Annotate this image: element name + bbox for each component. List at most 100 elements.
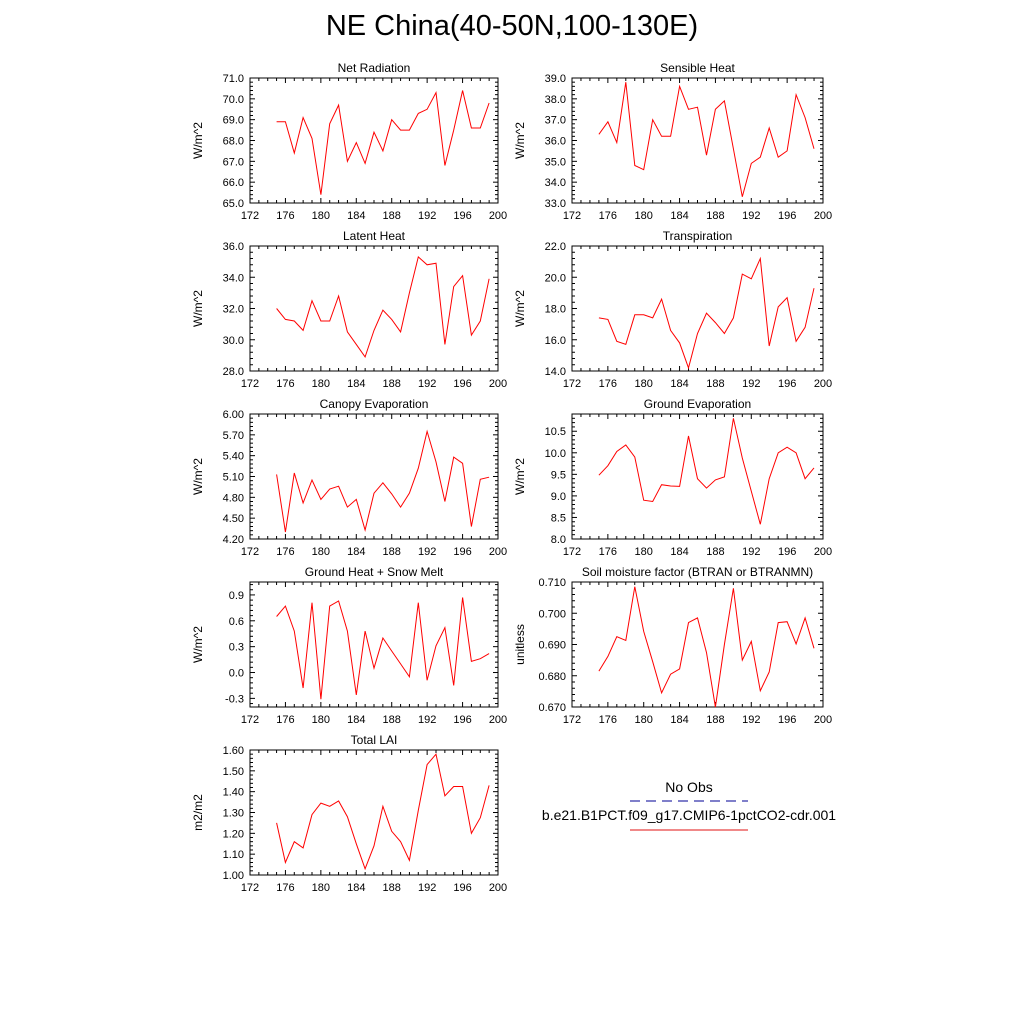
- y-tick-label: 0.0: [229, 668, 244, 680]
- x-tick-label: 192: [742, 378, 760, 390]
- y-tick-label: 1.00: [223, 870, 244, 882]
- series-line: [276, 429, 490, 533]
- x-tick-label: 196: [778, 378, 796, 390]
- y-tick-label: 6.00: [223, 409, 244, 421]
- x-tick-label: 172: [241, 882, 259, 894]
- y-tick-label: 34.0: [545, 177, 566, 189]
- y-tick-label: 1.60: [223, 745, 244, 757]
- y-tick-label: 0.9: [229, 590, 244, 602]
- series-line: [598, 586, 815, 708]
- x-tick-label: 184: [347, 714, 365, 726]
- y-axis-label: W/m^2: [191, 626, 205, 663]
- panel-0: Net Radiation W/m^2 172 176 180 184 188 192 196 2…: [191, 61, 507, 222]
- y-axis-label: W/m^2: [191, 458, 205, 495]
- x-tick-label: 172: [241, 714, 259, 726]
- y-axis-label: W/m^2: [191, 122, 205, 159]
- y-tick-label: -0.3: [225, 693, 244, 705]
- panel-7: Soil moisture factor (BTRAN or BTRANMN) u…: [513, 565, 832, 726]
- y-axis-label: W/m^2: [191, 290, 205, 327]
- panel-title: Canopy Evaporation: [320, 397, 429, 411]
- x-tick-label: 184: [347, 378, 365, 390]
- y-tick-label: 5.40: [223, 451, 244, 463]
- x-tick-label: 192: [742, 210, 760, 222]
- plot-frame: [249, 245, 499, 372]
- legend: No Obs b.e21.B1PCT.f09_g17.CMIP6-1pctCO2…: [542, 779, 836, 831]
- x-tick-label: 200: [489, 546, 507, 558]
- x-tick-label: 172: [563, 546, 581, 558]
- x-tick-label: 172: [563, 714, 581, 726]
- y-tick-label: 68.0: [223, 136, 244, 148]
- y-tick-label: 8.5: [551, 512, 566, 524]
- x-tick-label: 180: [635, 714, 653, 726]
- x-tick-label: 184: [670, 546, 688, 558]
- panel-title: Sensible Heat: [660, 61, 735, 75]
- series-line: [276, 597, 490, 700]
- x-tick-label: 188: [706, 546, 724, 558]
- panel-6: Ground Heat + Snow Melt W/m^2 172 176 180 184…: [191, 565, 507, 726]
- series-line: [276, 753, 490, 871]
- x-tick-label: 188: [706, 210, 724, 222]
- series-line: [598, 82, 815, 197]
- y-tick-label: 4.80: [223, 492, 244, 504]
- x-tick-label: 180: [635, 210, 653, 222]
- x-tick-label: 176: [599, 714, 617, 726]
- x-tick-label: 184: [670, 210, 688, 222]
- x-tick-label: 172: [563, 378, 581, 390]
- y-tick-label: 65.0: [223, 198, 244, 210]
- y-tick-label: 39.0: [545, 73, 566, 85]
- y-tick-label: 4.20: [223, 534, 244, 546]
- x-tick-label: 200: [489, 714, 507, 726]
- y-tick-label: 8.0: [551, 534, 566, 546]
- x-tick-label: 196: [778, 714, 796, 726]
- x-tick-label: 188: [383, 378, 401, 390]
- y-tick-label: 37.0: [545, 115, 566, 127]
- plot-frame: [249, 581, 499, 708]
- x-tick-label: 172: [241, 378, 259, 390]
- x-tick-label: 200: [814, 714, 832, 726]
- y-axis-label: W/m^2: [513, 458, 527, 495]
- x-tick-label: 192: [418, 378, 436, 390]
- y-tick-label: 9.5: [551, 469, 566, 481]
- panels-group: Net Radiation W/m^2 172 176 180 184 188 192 196 2…: [191, 61, 832, 894]
- y-tick-label: 71.0: [223, 73, 244, 85]
- y-tick-label: 16.0: [545, 335, 566, 347]
- panel-title: Transpiration: [663, 229, 733, 243]
- y-tick-label: 36.0: [545, 136, 566, 148]
- x-tick-label: 188: [706, 714, 724, 726]
- x-tick-label: 196: [453, 882, 471, 894]
- x-tick-label: 192: [418, 714, 436, 726]
- x-tick-label: 196: [453, 210, 471, 222]
- x-tick-label: 200: [489, 882, 507, 894]
- panel-4: Canopy Evaporation W/m^2 172 176 180 184 188 19…: [191, 397, 507, 558]
- x-tick-label: 192: [418, 210, 436, 222]
- plot-frame: [571, 245, 824, 372]
- x-tick-label: 180: [312, 210, 330, 222]
- y-axis-label: m2/m2: [191, 794, 205, 831]
- plot-frame: [249, 749, 499, 876]
- panel-3: Transpiration W/m^2 172 176 180 184 188 192 196 2…: [513, 229, 832, 390]
- x-tick-label: 192: [418, 882, 436, 894]
- x-tick-label: 176: [276, 210, 294, 222]
- y-tick-label: 18.0: [545, 304, 566, 316]
- y-tick-label: 22.0: [545, 241, 566, 253]
- y-tick-label: 69.0: [223, 115, 244, 127]
- x-tick-label: 180: [312, 714, 330, 726]
- x-tick-label: 172: [241, 546, 259, 558]
- y-tick-label: 20.0: [545, 272, 566, 284]
- y-tick-label: 0.680: [538, 671, 566, 683]
- x-tick-label: 200: [814, 378, 832, 390]
- y-tick-label: 5.70: [223, 430, 244, 442]
- y-tick-label: 35.0: [545, 156, 566, 168]
- x-tick-label: 192: [742, 546, 760, 558]
- y-tick-label: 33.0: [545, 198, 566, 210]
- y-tick-label: 70.0: [223, 94, 244, 106]
- series-line: [276, 255, 490, 358]
- y-axis-label: unitless: [513, 624, 527, 665]
- x-tick-label: 196: [778, 546, 796, 558]
- series-line: [276, 90, 490, 195]
- y-tick-label: 10.5: [545, 426, 566, 438]
- y-axis-label: W/m^2: [513, 122, 527, 159]
- panel-2: Latent Heat W/m^2 172 176 180 184 188 192 196 200…: [191, 229, 507, 390]
- x-tick-label: 184: [670, 714, 688, 726]
- x-tick-label: 180: [635, 378, 653, 390]
